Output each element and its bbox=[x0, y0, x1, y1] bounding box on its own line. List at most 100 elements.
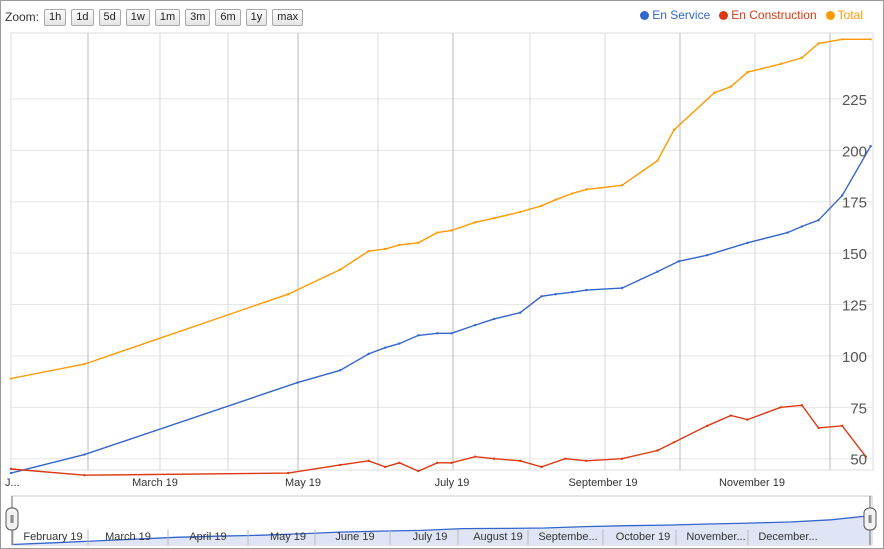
series-point bbox=[398, 461, 401, 465]
series-point bbox=[841, 38, 844, 41]
series-point bbox=[83, 473, 86, 477]
series-point bbox=[383, 465, 387, 469]
series-point bbox=[817, 219, 820, 222]
series-point bbox=[540, 465, 543, 469]
navigator-label: February 19 bbox=[23, 531, 82, 543]
series-point bbox=[563, 457, 567, 460]
zoom-label: Zoom: bbox=[5, 10, 40, 24]
y-tick-label: 200 bbox=[842, 143, 867, 160]
legend-item-en-service[interactable]: En Service bbox=[640, 8, 710, 22]
series-point bbox=[9, 377, 13, 380]
series-point bbox=[729, 414, 733, 417]
y-tick-label: 150 bbox=[842, 246, 867, 263]
zoom-button-1w[interactable]: 1w bbox=[125, 8, 150, 26]
navigator-handle-left[interactable] bbox=[5, 507, 19, 531]
series-point bbox=[367, 459, 370, 462]
navigator-line bbox=[11, 514, 873, 546]
series-point bbox=[869, 38, 872, 41]
series-point bbox=[800, 225, 804, 228]
legend-label-en-construction: En Construction bbox=[731, 8, 817, 22]
series-point bbox=[571, 192, 574, 195]
x-tick-label: J... bbox=[5, 477, 20, 489]
legend-item-total[interactable]: Total bbox=[825, 8, 863, 22]
navigator-handle-right-grip-icon: ‖ bbox=[868, 514, 873, 526]
navigator-label: May 19 bbox=[270, 531, 306, 543]
zoom-button-6m[interactable]: 6m bbox=[215, 8, 241, 26]
y-tick-label: 50 bbox=[850, 452, 867, 469]
zoom-button-max[interactable]: max bbox=[272, 8, 304, 26]
series-point bbox=[656, 270, 659, 273]
zoom-button-1h[interactable]: 1h bbox=[44, 8, 67, 26]
navigator-label: October 19 bbox=[616, 531, 670, 543]
navigator-handle-right[interactable] bbox=[863, 507, 877, 531]
series-point bbox=[383, 346, 387, 349]
series-point bbox=[779, 406, 782, 409]
series-point bbox=[540, 295, 543, 298]
series-point bbox=[656, 449, 659, 452]
series-point bbox=[518, 210, 522, 214]
series-point bbox=[83, 362, 86, 366]
series-point bbox=[518, 311, 522, 314]
series-point bbox=[672, 128, 676, 131]
zoom-button-1m[interactable]: 1m bbox=[154, 8, 181, 26]
series-point bbox=[9, 467, 13, 471]
y-tick-label: 225 bbox=[842, 92, 867, 109]
zoom-button-5d[interactable]: 5d bbox=[98, 8, 121, 26]
navigator-area bbox=[12, 515, 872, 545]
series-point bbox=[746, 418, 749, 421]
series-point bbox=[417, 241, 420, 245]
legend-item-en-construction[interactable]: En Construction bbox=[719, 8, 817, 22]
series-point bbox=[492, 317, 496, 321]
series-point bbox=[83, 453, 86, 456]
legend-label-total: Total bbox=[837, 8, 863, 22]
zoom-button-3m[interactable]: 3m bbox=[185, 8, 211, 26]
series-point bbox=[672, 441, 676, 444]
series-point bbox=[398, 243, 401, 247]
series-point bbox=[817, 426, 820, 430]
series-point bbox=[367, 249, 370, 253]
series-point bbox=[436, 231, 439, 234]
series-point bbox=[620, 457, 624, 460]
series-point bbox=[450, 332, 453, 335]
series-point bbox=[286, 471, 290, 475]
series-point bbox=[585, 459, 588, 462]
series-point bbox=[473, 323, 477, 327]
series-point bbox=[492, 216, 496, 220]
y-tick-label: 100 bbox=[842, 349, 867, 366]
x-tick-label: November 19 bbox=[719, 477, 785, 489]
series-point bbox=[800, 404, 804, 407]
navigator-label: November... bbox=[686, 531, 745, 543]
series-line-0 bbox=[10, 145, 872, 474]
legend-dot-en-service bbox=[640, 10, 650, 20]
series-point bbox=[518, 459, 522, 462]
series-point bbox=[841, 424, 844, 428]
series-line-2 bbox=[10, 38, 871, 380]
series-point bbox=[436, 332, 439, 335]
series-point bbox=[779, 62, 782, 66]
series-point bbox=[417, 469, 420, 473]
series-point bbox=[800, 56, 804, 59]
series-point bbox=[620, 184, 624, 187]
legend-dot-en-construction bbox=[719, 10, 729, 20]
series-point bbox=[398, 342, 401, 345]
series-point bbox=[677, 260, 681, 263]
series-point bbox=[729, 85, 733, 88]
series-point bbox=[656, 159, 659, 162]
navigator-label: June 19 bbox=[335, 531, 374, 543]
series-point bbox=[436, 461, 439, 465]
series-point bbox=[473, 455, 477, 458]
series-line-1 bbox=[10, 404, 867, 476]
legend-dot-total bbox=[825, 10, 835, 20]
series-point bbox=[554, 293, 557, 296]
series-point bbox=[706, 424, 709, 428]
navigator-handle-left-grip-icon: ‖ bbox=[10, 514, 15, 526]
navigator-label: December... bbox=[758, 531, 817, 543]
series-point bbox=[338, 463, 342, 467]
zoom-button-1y[interactable]: 1y bbox=[245, 8, 268, 26]
series-point bbox=[713, 91, 716, 94]
series-point bbox=[706, 253, 709, 257]
zoom-button-1d[interactable]: 1d bbox=[71, 8, 94, 26]
y-tick-label: 75 bbox=[850, 400, 867, 417]
